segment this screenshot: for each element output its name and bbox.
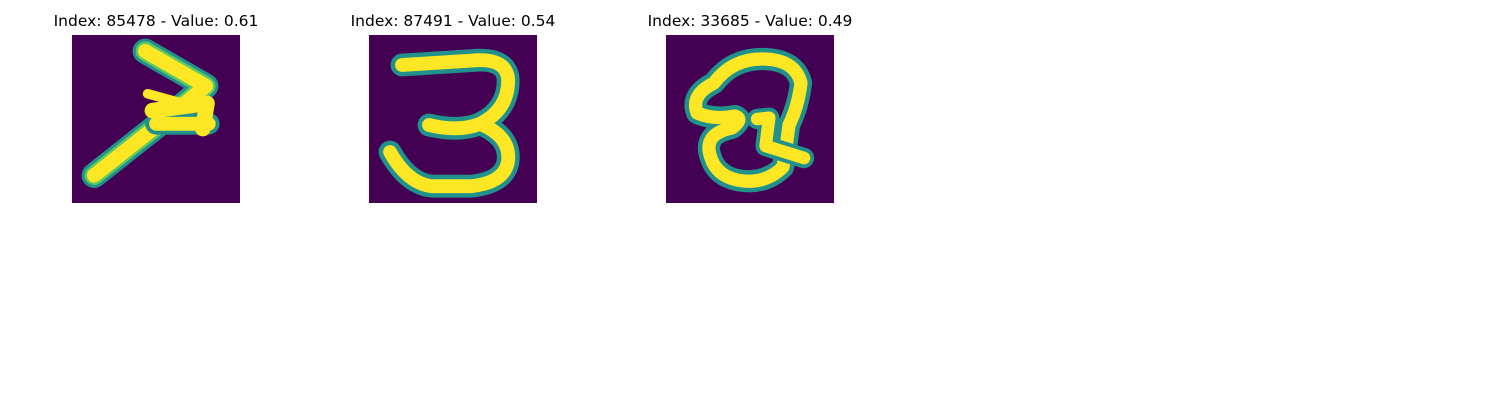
- panel-1: Index: 85478 - Value: 0.61: [36, 10, 276, 210]
- panel-title: Index: 87491 - Value: 0.54: [350, 12, 556, 30]
- digit-image-q: [666, 35, 834, 203]
- panel-title: Index: 85478 - Value: 0.61: [53, 12, 259, 30]
- digit-image-7: [72, 35, 240, 203]
- panel-2: Index: 87491 - Value: 0.54: [333, 10, 573, 210]
- digit-image-3: [369, 35, 537, 203]
- panel-title: Index: 33685 - Value: 0.49: [647, 12, 853, 30]
- panel-3: Index: 33685 - Value: 0.49: [630, 10, 870, 210]
